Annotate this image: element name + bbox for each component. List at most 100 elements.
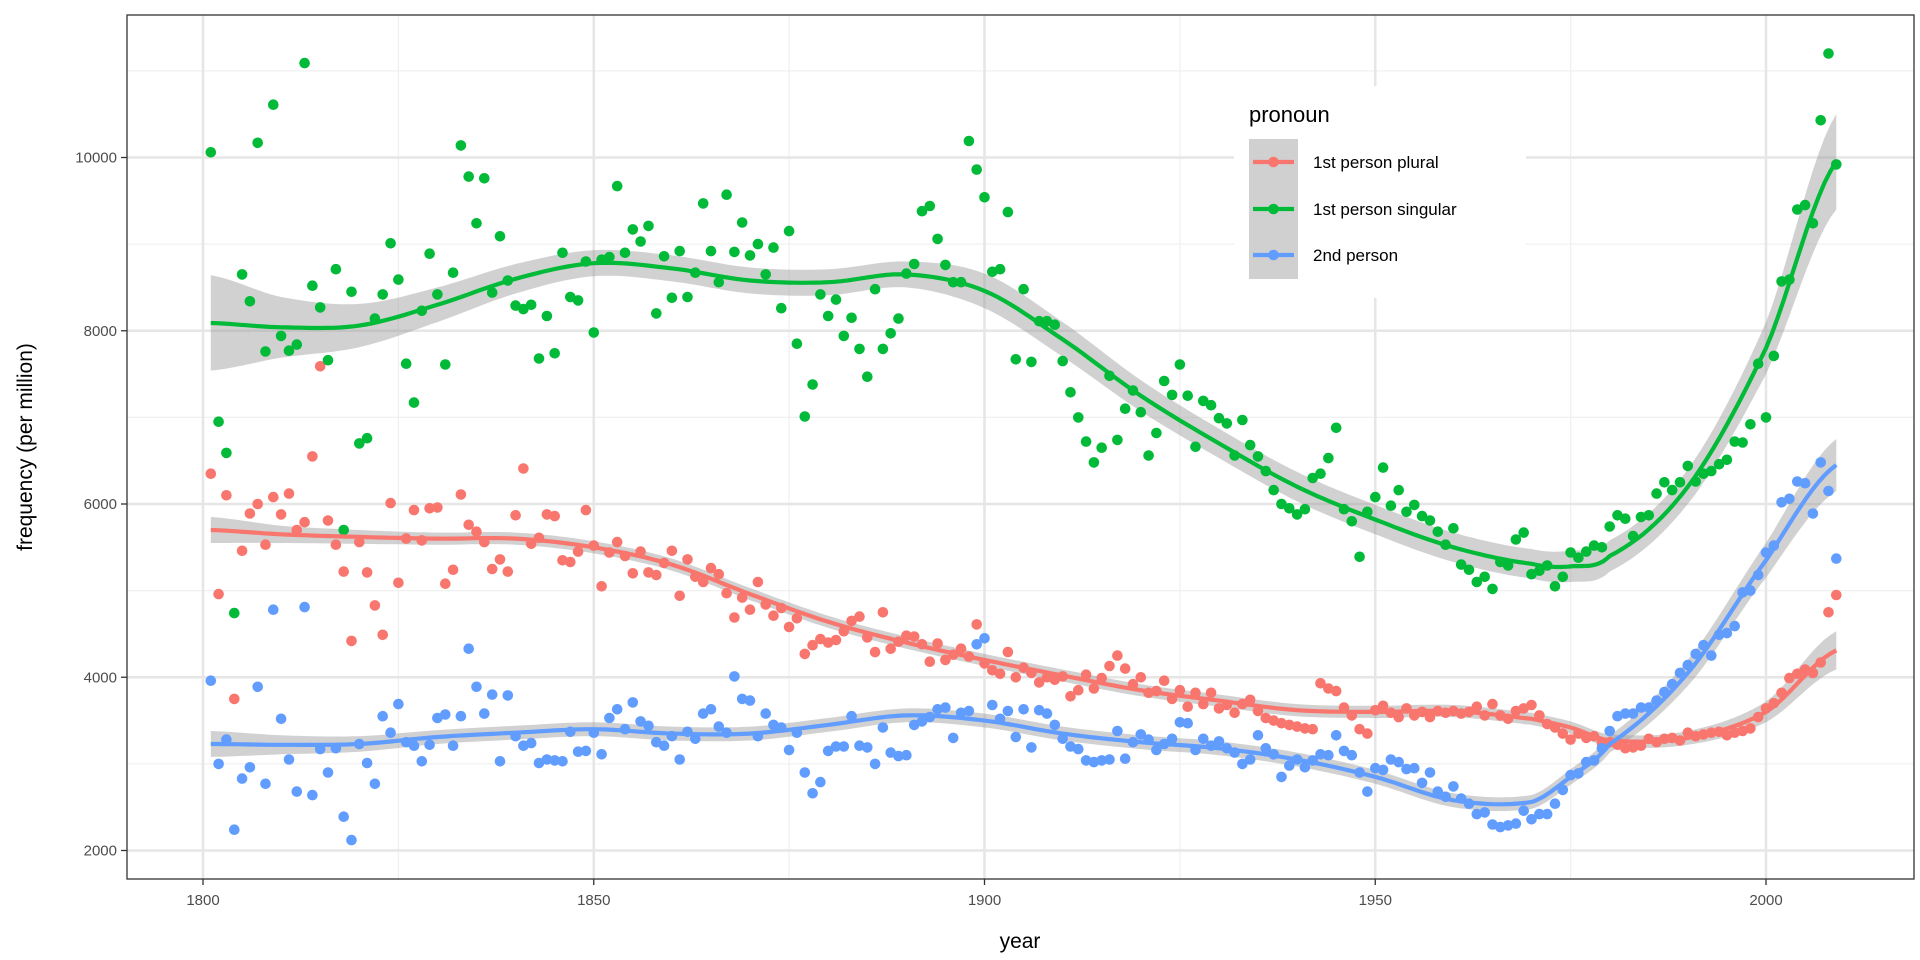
legend-key-point-1st-person-plural <box>1268 156 1279 168</box>
point-2nd-person <box>393 698 404 710</box>
point-1st-person-plural <box>1182 701 1193 712</box>
point-1st-person-singular <box>729 246 740 258</box>
point-1st-person-singular <box>393 274 404 285</box>
point-1st-person-plural <box>611 536 623 548</box>
point-1st-person-singular <box>346 286 357 298</box>
point-1st-person-singular <box>307 280 318 292</box>
point-1st-person-plural <box>854 611 865 622</box>
point-1st-person-singular <box>1158 375 1170 387</box>
point-1st-person-singular <box>533 353 545 364</box>
point-1st-person-singular <box>1823 48 1834 59</box>
point-1st-person-singular <box>1284 503 1295 514</box>
point-2nd-person <box>611 704 623 715</box>
point-2nd-person <box>604 712 615 724</box>
point-2nd-person <box>1831 553 1842 564</box>
point-1st-person-plural <box>252 498 263 510</box>
y-axis-ticks: 2000 4000 6000 8000 10000 <box>75 150 127 860</box>
point-2nd-person <box>674 754 685 765</box>
point-2nd-person <box>432 712 443 724</box>
point-1st-person-plural <box>1354 723 1365 735</box>
point-1st-person-singular <box>1065 387 1076 398</box>
point-1st-person-singular <box>721 189 732 200</box>
point-2nd-person <box>1018 704 1029 715</box>
point-2nd-person <box>1057 733 1068 745</box>
point-1st-person-plural <box>580 504 592 516</box>
point-1st-person-plural <box>385 497 396 509</box>
point-1st-person-singular <box>322 354 334 366</box>
point-1st-person-singular <box>807 379 818 390</box>
point-1st-person-singular <box>541 310 553 322</box>
point-1st-person-singular <box>1815 115 1826 126</box>
point-2nd-person <box>307 789 318 801</box>
point-1st-person-singular <box>275 330 287 342</box>
point-1st-person-singular <box>1573 552 1584 563</box>
point-1st-person-singular <box>1682 460 1694 472</box>
point-2nd-person <box>1627 708 1639 719</box>
point-1st-person-singular <box>924 200 936 212</box>
point-1st-person-plural <box>1065 691 1076 702</box>
point-1st-person-singular <box>869 283 881 295</box>
point-1st-person-singular <box>236 269 248 280</box>
point-1st-person-plural <box>432 502 443 513</box>
point-1st-person-singular <box>643 220 654 232</box>
point-1st-person-singular <box>463 171 475 182</box>
point-1st-person-singular <box>651 308 662 319</box>
point-2nd-person <box>1049 719 1061 731</box>
point-1st-person-plural <box>518 463 529 474</box>
point-1st-person-singular <box>1291 509 1303 520</box>
point-2nd-person <box>486 689 498 700</box>
confidence-band-1st-person-plural <box>210 517 1837 748</box>
point-2nd-person <box>283 754 295 765</box>
point-1st-person-singular <box>1346 516 1358 527</box>
point-1st-person-plural <box>768 610 779 621</box>
point-2nd-person <box>463 643 475 654</box>
point-2nd-person <box>1237 758 1248 770</box>
point-1st-person-plural <box>1088 683 1100 694</box>
legend: pronoun 1st person plural 1st person sin… <box>1234 86 1526 298</box>
point-1st-person-singular <box>1244 439 1256 451</box>
point-2nd-person <box>729 671 740 682</box>
point-1st-person-plural <box>1823 607 1834 618</box>
point-1st-person-plural <box>908 631 920 642</box>
point-1st-person-plural <box>408 504 420 516</box>
point-1st-person-plural <box>229 693 240 705</box>
point-2nd-person <box>533 757 545 769</box>
point-1st-person-plural <box>471 526 482 537</box>
point-2nd-person <box>893 750 904 762</box>
y-axis-title: frequency (per million) <box>14 343 37 551</box>
point-2nd-person <box>424 739 435 751</box>
point-1st-person-plural <box>1119 663 1131 674</box>
point-1st-person-singular <box>1448 523 1459 534</box>
point-2nd-person <box>408 740 420 751</box>
point-1st-person-plural <box>1831 589 1842 601</box>
point-1st-person-plural <box>205 468 217 480</box>
point-2nd-person <box>1526 814 1537 825</box>
point-1st-person-plural <box>1784 672 1795 684</box>
point-1st-person-plural <box>1205 687 1217 699</box>
point-1st-person-singular <box>815 289 826 300</box>
point-1st-person-singular <box>1424 515 1436 526</box>
legend-title: pronoun <box>1249 102 1330 127</box>
point-1st-person-singular <box>1166 389 1178 401</box>
point-2nd-person <box>1471 808 1483 820</box>
point-2nd-person <box>557 756 568 767</box>
point-1st-person-singular <box>830 294 842 305</box>
point-2nd-person <box>385 727 396 738</box>
point-1st-person-singular <box>940 259 951 271</box>
legend-key-point-2nd-person <box>1268 249 1279 261</box>
smooth-line-1st-person-singular <box>210 160 1839 570</box>
point-1st-person-singular <box>385 238 396 249</box>
point-2nd-person <box>1674 667 1686 679</box>
point-2nd-person <box>1244 754 1256 765</box>
point-1st-person-plural <box>1299 723 1311 734</box>
point-1st-person-singular <box>330 263 342 275</box>
point-2nd-person <box>447 740 459 751</box>
point-2nd-person <box>260 778 271 790</box>
confidence-bands <box>210 114 1837 812</box>
point-2nd-person <box>1784 493 1795 505</box>
point-2nd-person <box>471 681 482 693</box>
point-2nd-person <box>244 762 256 773</box>
point-1st-person-singular <box>291 339 303 350</box>
point-1st-person-singular <box>1385 500 1397 512</box>
point-2nd-person <box>596 749 607 760</box>
